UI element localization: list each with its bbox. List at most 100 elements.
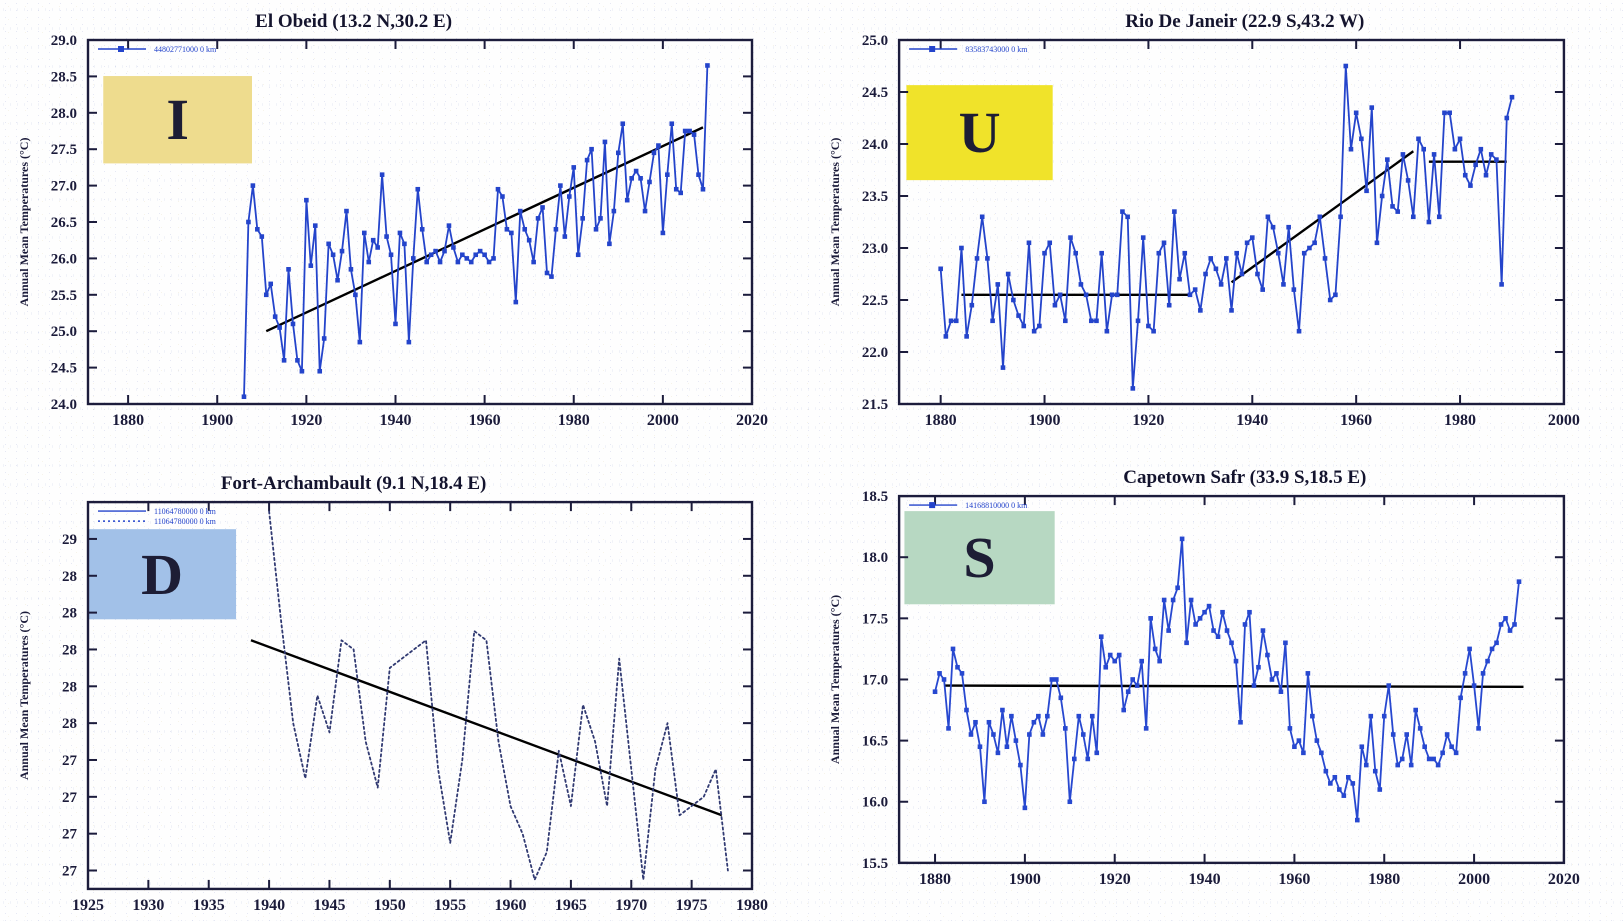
data-point-marker [531, 259, 536, 265]
overlay-letter-box [103, 76, 253, 164]
data-point-marker [1328, 781, 1333, 786]
y-tick-label: 27.5 [51, 142, 77, 158]
data-point-marker [1013, 738, 1019, 743]
x-tick-label: 2020 [1548, 871, 1580, 888]
data-point-marker [1296, 328, 1302, 334]
data-point-marker [953, 318, 959, 324]
data-point-marker [985, 256, 990, 261]
rio-de-janeir-chart: U 1880 1900 1920 1940 1960 1980 2000 25.0 24.5 24.… [828, 11, 1580, 429]
data-point-marker [995, 750, 1001, 756]
data-point-marker [375, 245, 380, 250]
data-point-marker [486, 259, 492, 265]
data-point-marker [1166, 628, 1171, 633]
data-point-marker [968, 732, 974, 737]
data-point-marker [1473, 162, 1478, 168]
data-point-marker [1175, 585, 1180, 591]
data-point-marker [1369, 105, 1375, 110]
data-point-marker [1239, 271, 1245, 277]
data-point-marker [1021, 323, 1027, 329]
data-point-marker [295, 358, 300, 363]
data-point-marker [1390, 204, 1395, 209]
x-tick-label: 1960 [495, 897, 527, 914]
data-point-marker [1220, 609, 1225, 615]
data-point-marker [665, 172, 670, 177]
data-point-marker [571, 165, 577, 170]
y-tick-label: 22.0 [862, 345, 888, 361]
data-point-marker [602, 139, 608, 145]
chart-title: El Obeid (13.2 N,30.2 E) [255, 11, 452, 32]
data-point-marker [1337, 787, 1342, 792]
data-point-marker [1274, 671, 1279, 676]
data-point-marker [1458, 695, 1463, 701]
data-point-marker [974, 256, 980, 261]
x-tick-label: 1960 [1278, 871, 1310, 888]
data-point-marker [1269, 677, 1275, 682]
data-point-marker [1359, 744, 1365, 750]
x-tick-label: 1920 [1099, 871, 1131, 888]
data-point-marker [1037, 323, 1042, 329]
data-point-marker [1275, 250, 1281, 256]
y-tick-label: 23.0 [862, 241, 888, 257]
data-point-marker [477, 248, 483, 254]
overlay-letter: S [963, 525, 995, 590]
x-tick-label: 1880 [925, 412, 957, 429]
data-point-marker [255, 226, 260, 232]
data-point-marker [553, 226, 559, 232]
data-point-marker [1338, 214, 1343, 220]
data-point-marker [491, 256, 496, 261]
data-point-marker [1471, 683, 1477, 688]
data-point-marker [241, 394, 247, 400]
data-point-marker [1114, 292, 1120, 298]
data-point-marker [1058, 695, 1064, 701]
data-point-marker [1184, 640, 1189, 646]
data-point-marker [1151, 328, 1156, 334]
data-point-marker [948, 318, 954, 324]
data-point-marker [687, 128, 692, 134]
data-point-marker [990, 318, 995, 324]
data-point-marker [584, 157, 590, 163]
data-point-marker [312, 223, 318, 228]
data-point-marker [1399, 756, 1405, 762]
x-tick-label: 1955 [434, 897, 466, 914]
data-point-marker [1516, 579, 1522, 584]
data-point-marker [1134, 683, 1140, 688]
x-tick-label: 1900 [1009, 871, 1041, 888]
data-point-marker [1242, 622, 1248, 627]
data-point-marker [1332, 774, 1338, 780]
data-point-marker [290, 321, 296, 327]
data-point-marker [366, 259, 372, 265]
chart-panel-capetown: S 1880 1900 1920 1940 1960 1980 2000 2020 18.5 18.… [811, 460, 1623, 921]
x-tick-label: 1975 [676, 897, 708, 914]
data-point-marker [379, 172, 385, 177]
y-tick-label: 28 [62, 679, 77, 695]
data-point-marker [1435, 762, 1441, 768]
data-point-marker [1116, 652, 1122, 658]
data-point-marker [1346, 774, 1351, 780]
data-point-marker [308, 263, 314, 268]
data-point-marker [384, 234, 389, 239]
trend-line [265, 126, 704, 333]
data-point-marker [1400, 152, 1406, 157]
legend-marker [118, 46, 124, 52]
data-point-marker [393, 321, 398, 327]
x-tick-label: 2000 [647, 412, 679, 429]
data-point-marker [1379, 193, 1385, 199]
overlay-letter: D [141, 542, 183, 607]
data-point-marker [437, 259, 443, 265]
data-point-marker [460, 252, 465, 258]
data-point-marker [1286, 224, 1291, 230]
data-point-marker [1449, 744, 1454, 750]
data-point-marker [629, 176, 634, 181]
data-point-marker [1121, 707, 1127, 713]
data-point-marker [1512, 622, 1517, 627]
y-tick-label: 29 [62, 532, 77, 548]
data-point-marker [1350, 781, 1356, 786]
data-point-marker [1480, 671, 1486, 676]
data-point-marker [941, 677, 947, 682]
data-point-marker [1416, 136, 1421, 142]
data-point-marker [353, 292, 358, 298]
data-point-marker [1103, 664, 1109, 670]
data-point-marker [1436, 214, 1442, 220]
data-point-marker [973, 719, 978, 725]
data-point-marker [937, 671, 942, 676]
